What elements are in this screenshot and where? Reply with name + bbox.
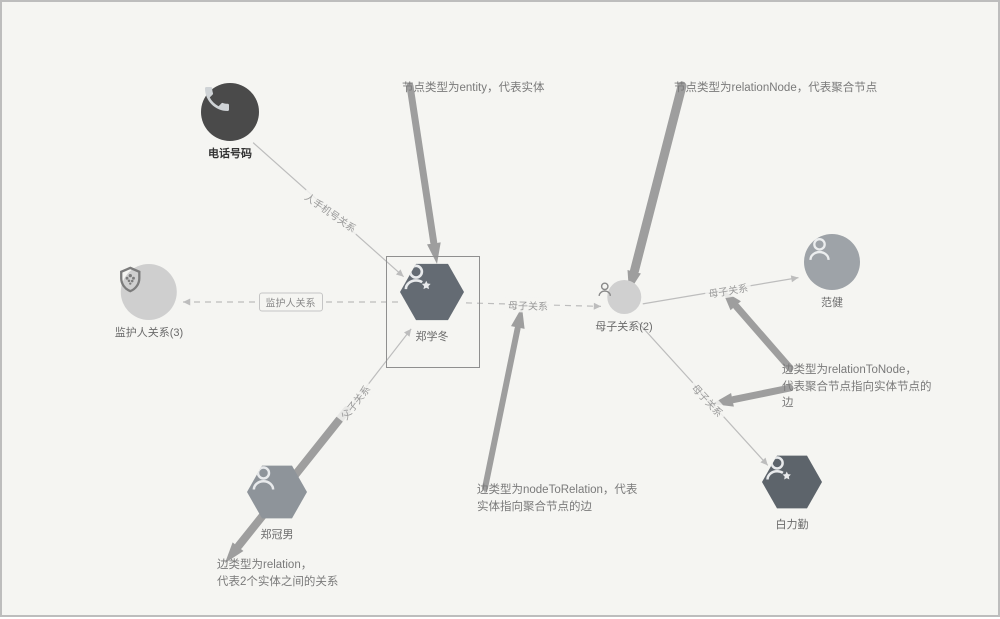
node-label: 郑学冬	[400, 328, 464, 344]
circle-node-shape	[607, 280, 641, 314]
graph-node-phone[interactable]: 电话号码	[201, 83, 259, 161]
node-label: 监护人关系(3)	[115, 324, 183, 340]
hex-node-shape	[400, 260, 464, 324]
annotation-text: 边类型为nodeToRelation，代表实体指向聚合节点的边	[477, 482, 637, 515]
circle-node-shape	[121, 264, 177, 320]
graph-node-father[interactable]: 郑冠男	[247, 462, 307, 542]
node-label: 电话号码	[201, 145, 259, 161]
hex-node-shape	[762, 452, 822, 512]
graph-node-center[interactable]: 郑学冬	[400, 260, 464, 344]
annotation-text: 边类型为relationToNode，代表聚合节点指向实体节点的边	[782, 362, 932, 412]
diagram-canvas: 人手机号关系监护人关系父子关系母子关系母子关系母子关系节点类型为entity，代…	[0, 0, 1000, 617]
hex-node-shape	[247, 462, 307, 522]
graph-node-guardian[interactable]: 监护人关系(3)	[115, 264, 183, 340]
annotation-text: 节点类型为entity，代表实体	[402, 80, 545, 97]
annotation-text: 节点类型为relationNode，代表聚合节点	[674, 80, 877, 97]
node-label: 范健	[804, 294, 860, 310]
edge-label: 监护人关系	[259, 293, 323, 312]
node-label: 白力勤	[762, 516, 822, 532]
node-label: 母子关系(2)	[595, 318, 652, 334]
circle-node-shape	[201, 83, 259, 141]
graph-node-baili[interactable]: 白力勤	[762, 452, 822, 532]
graph-node-fanjian[interactable]: 范健	[804, 234, 860, 310]
circle-node-shape	[804, 234, 860, 290]
annotation-text: 边类型为relation，代表2个实体之间的关系	[217, 557, 338, 590]
edge-label: 母子关系	[505, 296, 551, 312]
node-label: 郑冠男	[247, 526, 307, 542]
graph-node-agg[interactable]: 母子关系(2)	[595, 280, 652, 334]
